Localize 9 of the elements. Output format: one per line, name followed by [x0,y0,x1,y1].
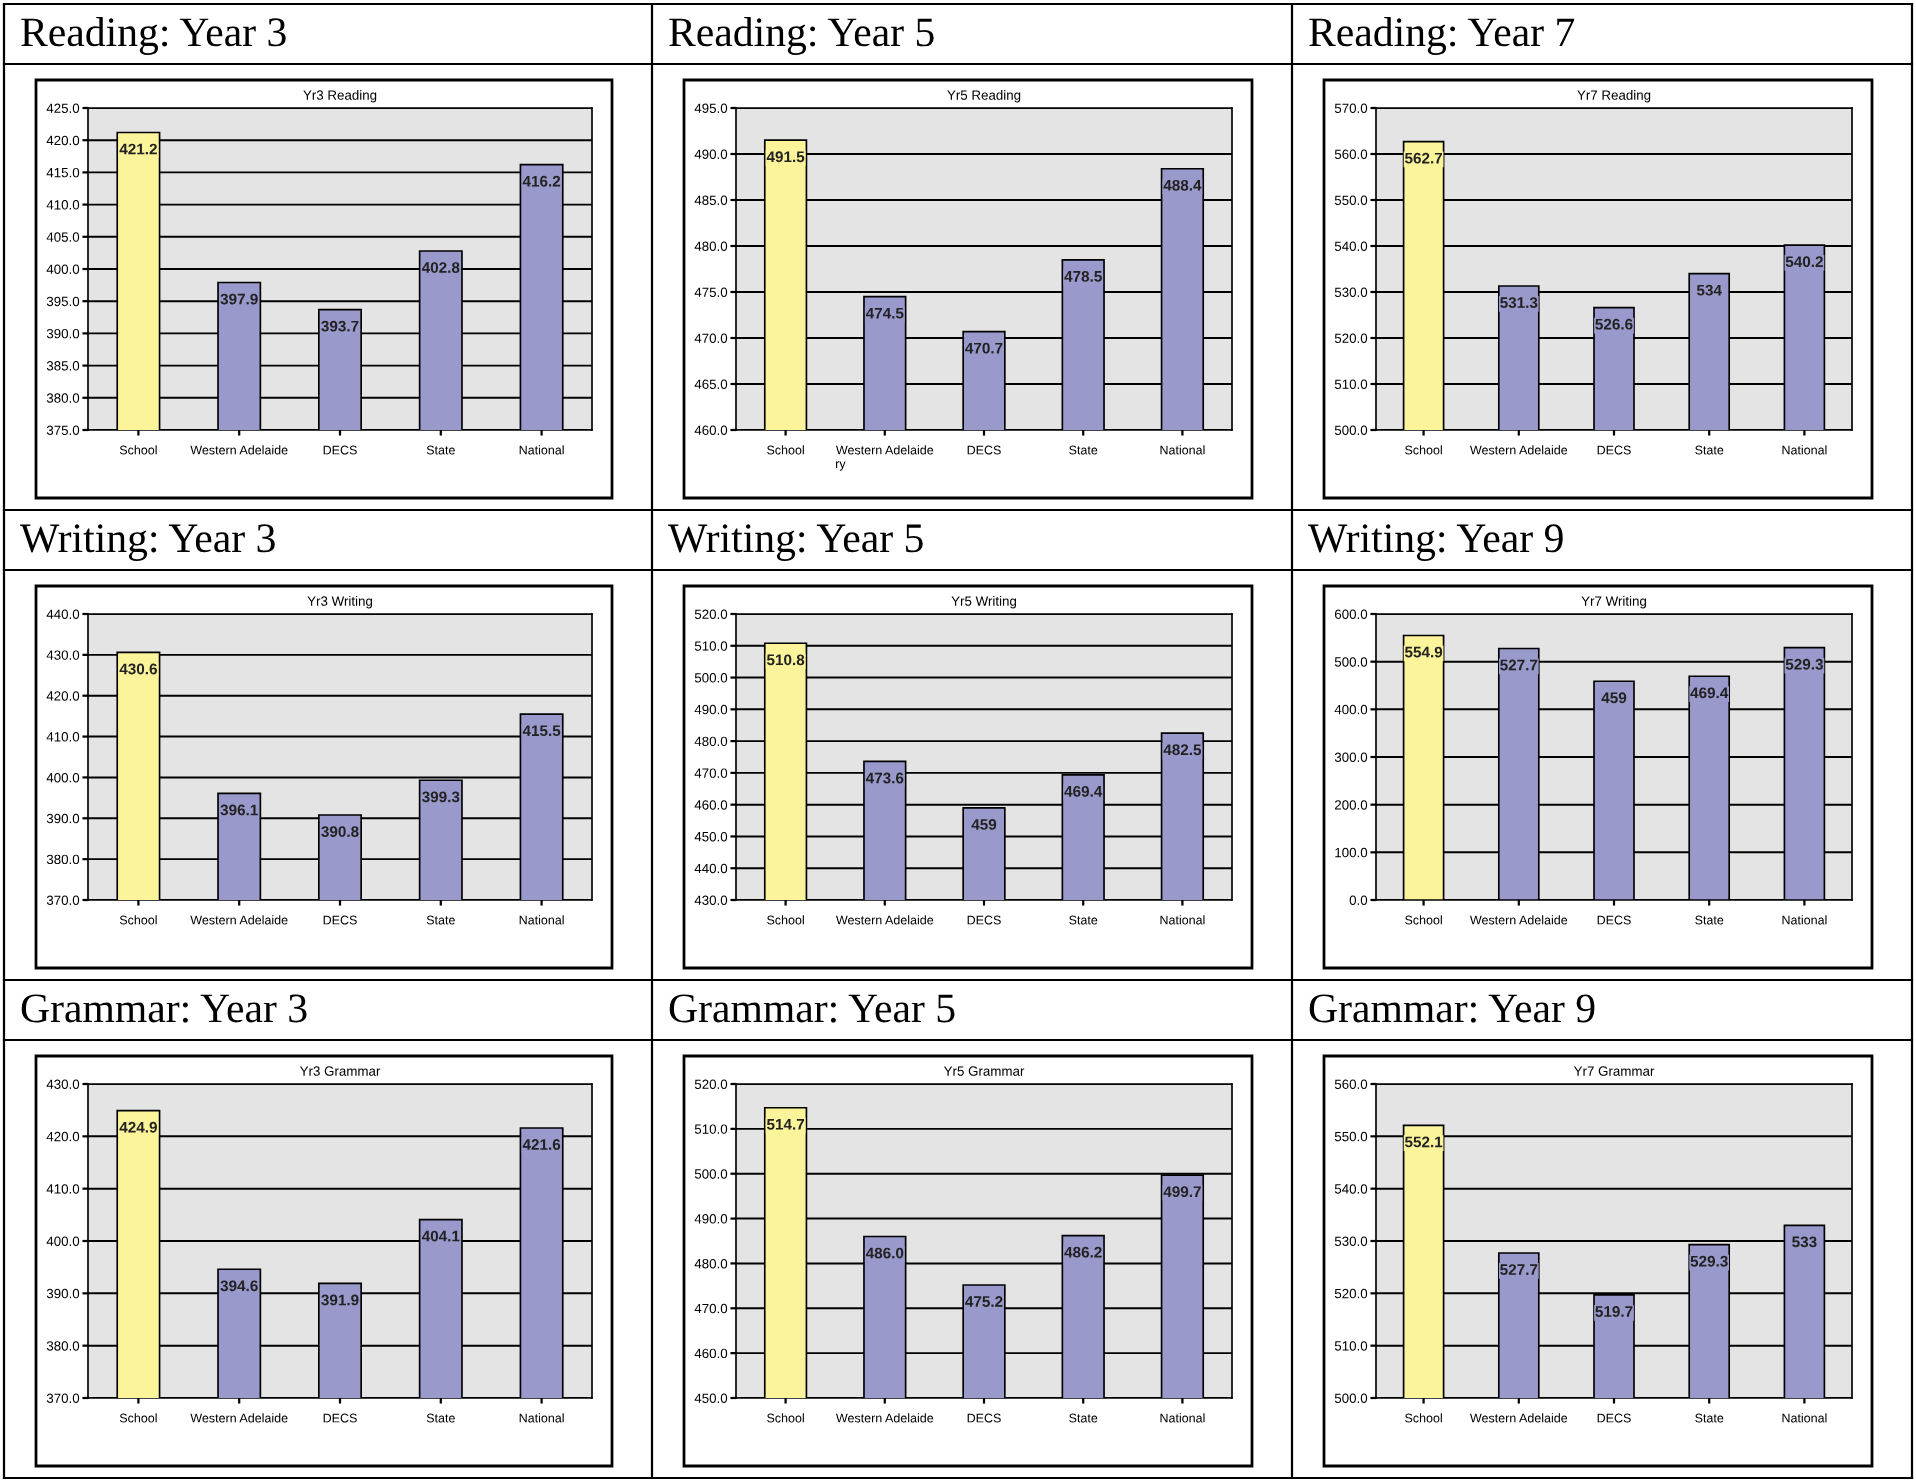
chart-title: Grammar: Year 3 [21,994,307,1023]
chart-title: Reading: Year 5 [669,17,934,55]
chart-title: Reading: Year 3 [21,17,286,55]
chart-title: Writing: Year 3 [20,524,275,561]
chart-title: Grammar: Year 5 [669,994,955,1023]
chart-title: Writing: Year 9 [1308,524,1563,561]
chart-title: Reading: Year 7 [1309,17,1575,55]
chart-title: Grammar: Year 9 [1309,994,1595,1023]
chart-title: Writing: Year 5 [668,524,923,561]
